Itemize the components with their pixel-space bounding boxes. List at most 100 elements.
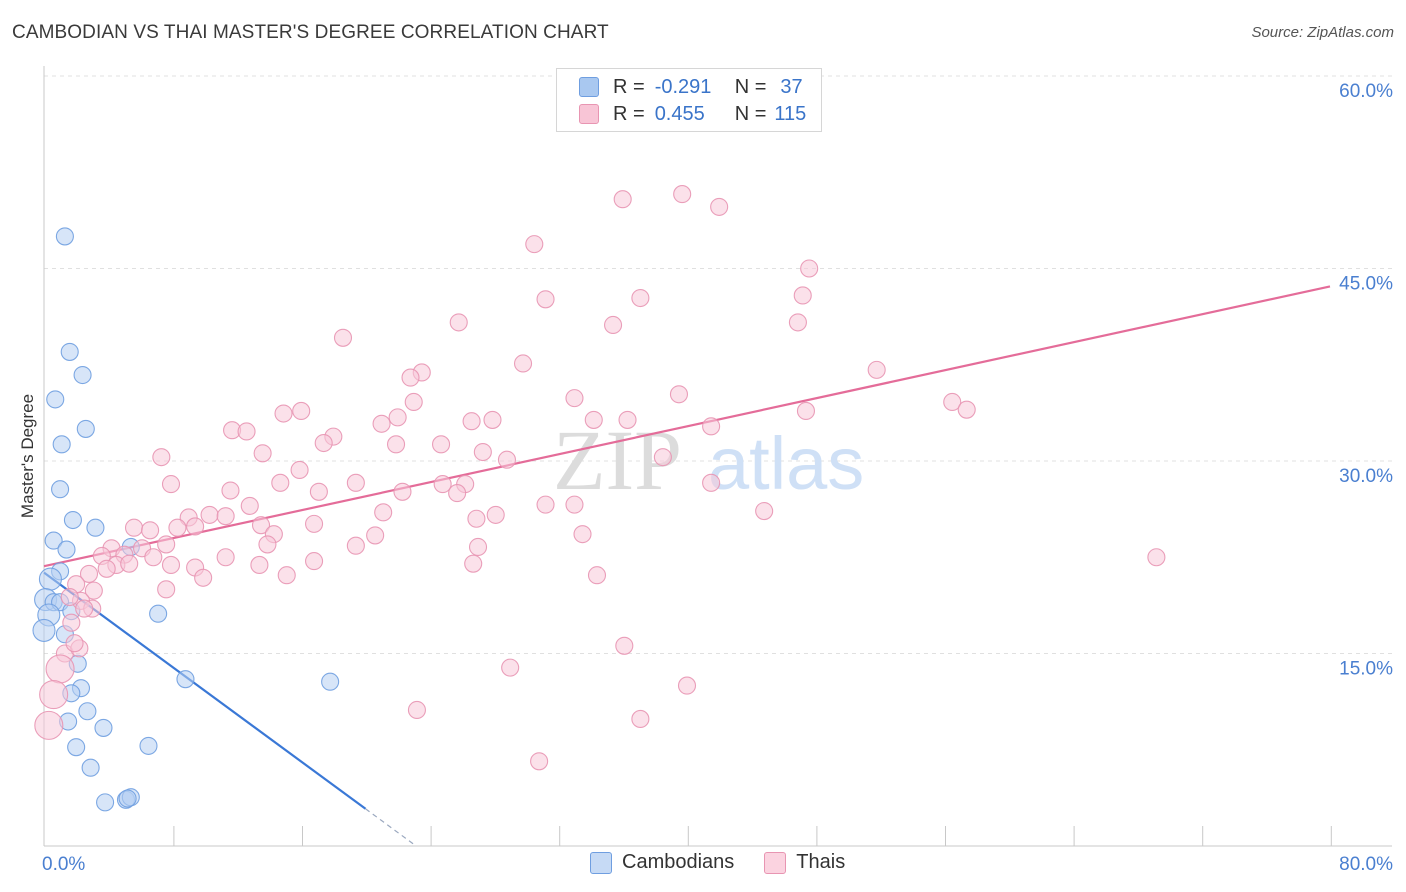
point-thais (216, 507, 235, 526)
point-thais (486, 505, 505, 524)
point-thais (536, 290, 555, 309)
legend-item-cambodians[interactable]: Cambodians (590, 851, 734, 874)
point-thais (796, 401, 816, 421)
point-thais (587, 566, 607, 585)
y-tick-label: 45.0% (1339, 274, 1393, 295)
point-thais (34, 710, 64, 740)
point-thais (702, 417, 721, 436)
point-cambodians (60, 342, 79, 361)
point-thais (448, 484, 467, 503)
point-thais (615, 636, 634, 655)
legend-item-thais[interactable]: Thais (764, 851, 845, 874)
point-cambodians (44, 531, 63, 550)
point-thais (710, 197, 729, 216)
y-tick-label: 60.0% (1339, 81, 1393, 102)
point-thais (277, 566, 296, 585)
point-thais (957, 400, 976, 419)
point-cambodians (67, 738, 86, 757)
point-thais (573, 525, 592, 544)
point-thais (346, 536, 365, 555)
point-cambodians (32, 618, 56, 642)
point-thais (251, 516, 271, 535)
legend-swatch (590, 851, 612, 874)
point-thais (386, 435, 406, 454)
point-cambodians (52, 435, 71, 454)
data-points (32, 185, 1166, 812)
point-thais (536, 495, 555, 514)
legend-label: Cambodians (622, 851, 735, 873)
trend-lines (43, 285, 1331, 845)
point-thais (60, 587, 79, 607)
point-thais (366, 526, 385, 545)
point-thais (1147, 548, 1166, 567)
point-cambodians (57, 540, 76, 559)
legend-row-cambodians: R = -0.291 N = 37 (579, 74, 803, 100)
point-thais (240, 496, 259, 515)
point-thais (433, 475, 452, 494)
legend-swatch-cambodians (579, 77, 599, 97)
point-thais (97, 559, 116, 578)
series-legend: Cambodians Thais (590, 851, 875, 874)
point-thais (513, 354, 533, 373)
point-thais (497, 450, 517, 469)
point-thais (473, 442, 492, 462)
point-thais (584, 410, 603, 429)
legend-n-value: 37 (780, 75, 803, 98)
point-thais (677, 676, 697, 695)
watermark: ZIP atlas (553, 412, 864, 508)
point-thais (120, 554, 139, 573)
legend-n-label: N = (734, 102, 767, 125)
point-thais (449, 313, 468, 332)
legend-label: Thais (796, 851, 846, 873)
legend-r-label: R = (613, 102, 645, 125)
point-thais (468, 537, 488, 557)
legend-swatch (764, 851, 787, 874)
point-cambodians (139, 736, 158, 755)
point-thais (144, 548, 163, 567)
point-thais (124, 518, 144, 537)
legend-n-label: N = (734, 75, 767, 98)
point-thais (631, 709, 650, 729)
point-thais (943, 392, 962, 412)
point-thais (565, 389, 584, 408)
point-thais (39, 680, 69, 710)
point-thais (525, 235, 544, 254)
point-thais (483, 410, 502, 429)
point-thais (194, 568, 213, 587)
point-thais (673, 185, 692, 204)
point-thais (346, 473, 365, 492)
point-cambodians (81, 758, 100, 777)
point-thais (464, 554, 483, 573)
point-cambodians (149, 604, 168, 623)
correlation-legend: R = -0.291 N = 37 R = 0.455 N = 115 (556, 68, 822, 132)
legend-n-value: 115 (774, 102, 807, 125)
point-thais (161, 475, 181, 494)
point-thais (501, 658, 520, 677)
point-thais (393, 482, 412, 501)
legend-r-value: -0.291 (654, 75, 712, 98)
point-thais (75, 599, 94, 618)
point-thais (604, 315, 623, 335)
legend-r-value: 0.455 (654, 102, 705, 125)
point-thais (274, 404, 293, 423)
point-thais (79, 564, 99, 583)
point-cambodians (63, 510, 82, 530)
watermark-atlas: atlas (708, 422, 864, 505)
point-thais (631, 288, 650, 308)
y-axis-label: Master's Degree (18, 394, 37, 518)
point-thais (800, 259, 819, 278)
gridlines (44, 75, 1392, 654)
point-thais (221, 481, 240, 500)
point-thais (305, 514, 324, 533)
point-cambodians (46, 390, 65, 409)
source-label: Source: ZipAtlas.com (1251, 24, 1394, 41)
point-thais (793, 286, 812, 305)
point-thais (161, 555, 181, 575)
point-thais (152, 448, 171, 467)
point-cambodians (118, 789, 137, 808)
point-thais (216, 548, 235, 567)
point-thais (702, 473, 721, 492)
point-cambodians (176, 670, 195, 689)
point-thais (157, 580, 176, 599)
